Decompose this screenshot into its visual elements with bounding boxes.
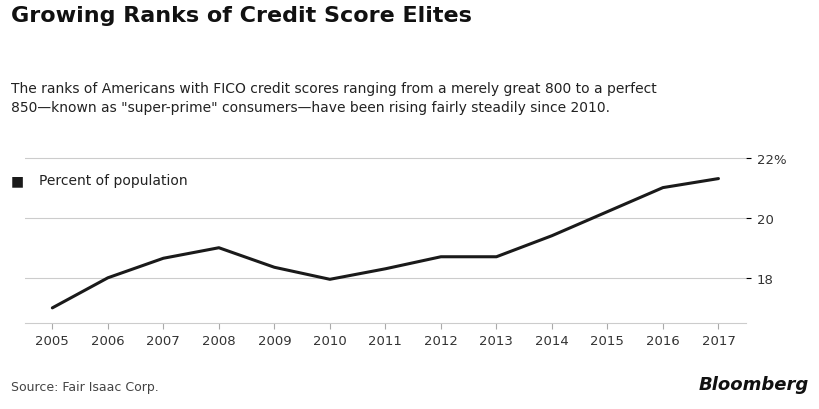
Text: Bloomberg: Bloomberg	[699, 375, 808, 393]
Text: Percent of population: Percent of population	[39, 174, 188, 188]
Text: The ranks of Americans with FICO credit scores ranging from a merely great 800 t: The ranks of Americans with FICO credit …	[11, 82, 656, 115]
Text: Growing Ranks of Credit Score Elites: Growing Ranks of Credit Score Elites	[11, 6, 471, 26]
Text: Source: Fair Isaac Corp.: Source: Fair Isaac Corp.	[11, 380, 158, 393]
Text: ■: ■	[11, 174, 24, 188]
